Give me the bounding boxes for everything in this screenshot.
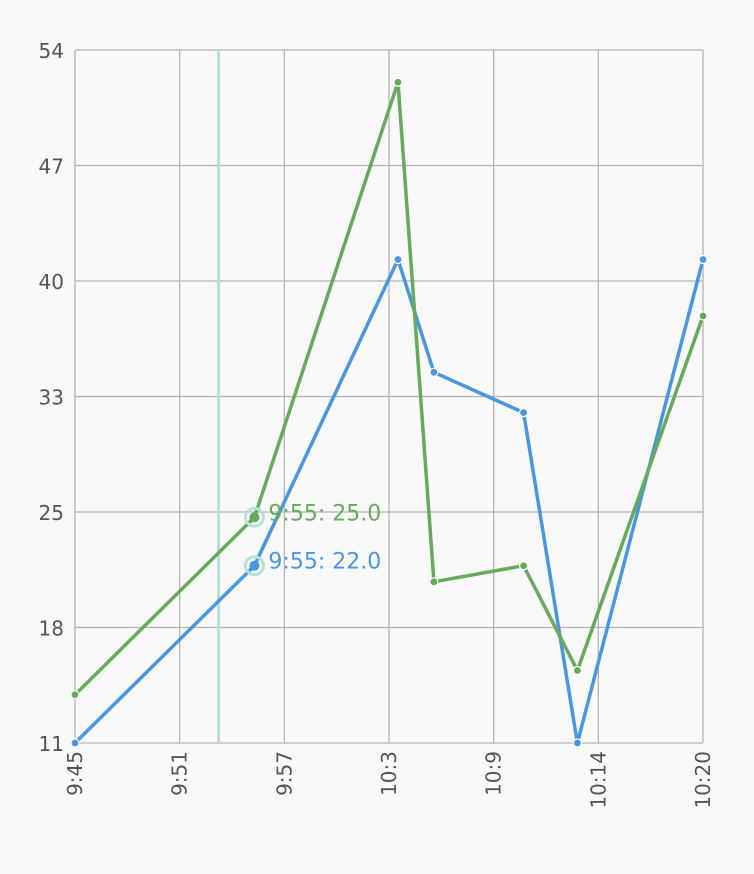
data-point xyxy=(70,690,80,700)
x-tick-label: 10:9 xyxy=(482,751,506,796)
tooltip-label: 9:55: 22.0 xyxy=(268,550,381,575)
highlight-ring xyxy=(243,506,265,528)
x-tick-label: 9:51 xyxy=(168,751,192,796)
tooltip-label: 9:55: 25.0 xyxy=(268,501,381,526)
x-tick-label: 10:20 xyxy=(691,751,715,809)
y-tick-label: 25 xyxy=(39,501,64,525)
x-tick-label: 10:14 xyxy=(586,751,610,809)
y-tick-label: 33 xyxy=(39,386,64,410)
data-point xyxy=(518,561,529,571)
y-tick-label: 18 xyxy=(39,617,64,641)
x-tick-label: 9:45 xyxy=(63,751,87,796)
highlight-ring xyxy=(243,555,265,577)
data-point xyxy=(70,738,80,748)
data-point xyxy=(518,408,529,418)
data-point xyxy=(393,254,403,265)
y-tick-label: 54 xyxy=(39,39,64,63)
y-tick-label: 11 xyxy=(39,732,64,756)
data-point xyxy=(698,254,708,265)
y-tick-label: 47 xyxy=(39,155,64,179)
data-point xyxy=(698,311,708,321)
x-tick-label: 9:57 xyxy=(272,751,296,796)
data-point xyxy=(572,665,583,676)
highlight-point xyxy=(249,560,260,571)
data-point xyxy=(429,577,439,587)
highlight-point xyxy=(249,512,260,523)
x-tick-label: 10:3 xyxy=(377,751,401,796)
data-point xyxy=(572,738,583,748)
data-point xyxy=(393,77,403,87)
y-tick-label: 40 xyxy=(39,270,64,294)
data-point xyxy=(429,367,439,377)
